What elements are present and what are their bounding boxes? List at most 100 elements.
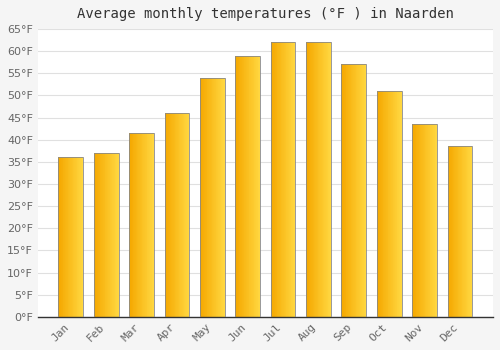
Bar bbox=[426, 124, 427, 317]
Bar bbox=[417, 124, 418, 317]
Bar bbox=[78, 158, 79, 317]
Bar bbox=[359, 64, 360, 317]
Bar bbox=[117, 153, 118, 317]
Bar bbox=[247, 56, 248, 317]
Bar bbox=[399, 91, 400, 317]
Bar bbox=[140, 133, 141, 317]
Bar bbox=[284, 42, 285, 317]
Bar bbox=[107, 153, 108, 317]
Bar bbox=[320, 42, 321, 317]
Bar bbox=[325, 42, 326, 317]
Bar bbox=[293, 42, 294, 317]
Bar bbox=[322, 42, 324, 317]
Bar bbox=[377, 91, 378, 317]
Bar bbox=[209, 78, 210, 317]
Bar bbox=[256, 56, 257, 317]
Bar bbox=[307, 42, 308, 317]
Bar bbox=[344, 64, 345, 317]
Bar bbox=[113, 153, 114, 317]
Bar bbox=[464, 146, 465, 317]
Bar bbox=[385, 91, 386, 317]
Bar bbox=[240, 56, 241, 317]
Bar bbox=[201, 78, 202, 317]
Bar bbox=[400, 91, 401, 317]
Bar bbox=[104, 153, 106, 317]
Bar bbox=[272, 42, 273, 317]
Bar bbox=[98, 153, 99, 317]
Bar bbox=[74, 158, 75, 317]
Bar bbox=[356, 64, 357, 317]
Bar bbox=[67, 158, 68, 317]
Bar bbox=[173, 113, 174, 317]
Bar bbox=[129, 133, 154, 317]
Bar bbox=[465, 146, 466, 317]
Bar bbox=[286, 42, 287, 317]
Bar bbox=[111, 153, 112, 317]
Bar bbox=[80, 158, 81, 317]
Bar bbox=[466, 146, 468, 317]
Bar bbox=[164, 113, 190, 317]
Bar bbox=[422, 124, 423, 317]
Bar bbox=[251, 56, 252, 317]
Bar bbox=[270, 42, 295, 317]
Bar bbox=[182, 113, 183, 317]
Bar bbox=[186, 113, 187, 317]
Bar bbox=[278, 42, 279, 317]
Bar bbox=[391, 91, 392, 317]
Bar bbox=[150, 133, 152, 317]
Bar bbox=[222, 78, 223, 317]
Bar bbox=[97, 153, 98, 317]
Bar bbox=[215, 78, 216, 317]
Bar bbox=[153, 133, 154, 317]
Bar bbox=[390, 91, 391, 317]
Bar bbox=[315, 42, 316, 317]
Bar bbox=[450, 146, 451, 317]
Bar bbox=[171, 113, 172, 317]
Bar bbox=[60, 158, 61, 317]
Bar bbox=[416, 124, 417, 317]
Bar bbox=[280, 42, 281, 317]
Bar bbox=[252, 56, 254, 317]
Bar bbox=[75, 158, 76, 317]
Bar bbox=[401, 91, 402, 317]
Bar bbox=[100, 153, 102, 317]
Bar bbox=[102, 153, 103, 317]
Bar bbox=[96, 153, 97, 317]
Bar bbox=[152, 133, 153, 317]
Bar bbox=[218, 78, 219, 317]
Bar bbox=[177, 113, 178, 317]
Bar bbox=[282, 42, 283, 317]
Bar bbox=[200, 78, 201, 317]
Bar bbox=[258, 56, 260, 317]
Bar bbox=[172, 113, 173, 317]
Bar bbox=[428, 124, 430, 317]
Bar bbox=[275, 42, 276, 317]
Bar bbox=[324, 42, 325, 317]
Bar bbox=[350, 64, 352, 317]
Bar bbox=[306, 42, 307, 317]
Bar bbox=[317, 42, 318, 317]
Bar bbox=[270, 42, 272, 317]
Bar bbox=[348, 64, 349, 317]
Bar bbox=[436, 124, 437, 317]
Bar bbox=[108, 153, 110, 317]
Bar bbox=[398, 91, 399, 317]
Bar bbox=[71, 158, 72, 317]
Bar bbox=[279, 42, 280, 317]
Bar bbox=[208, 78, 209, 317]
Bar bbox=[166, 113, 167, 317]
Bar bbox=[462, 146, 464, 317]
Bar bbox=[448, 146, 450, 317]
Bar bbox=[292, 42, 293, 317]
Bar bbox=[412, 124, 437, 317]
Bar bbox=[451, 146, 452, 317]
Bar bbox=[377, 91, 402, 317]
Bar bbox=[170, 113, 171, 317]
Bar bbox=[345, 64, 346, 317]
Bar bbox=[349, 64, 350, 317]
Bar bbox=[460, 146, 461, 317]
Bar bbox=[164, 113, 166, 317]
Bar bbox=[257, 56, 258, 317]
Bar bbox=[146, 133, 148, 317]
Bar bbox=[187, 113, 188, 317]
